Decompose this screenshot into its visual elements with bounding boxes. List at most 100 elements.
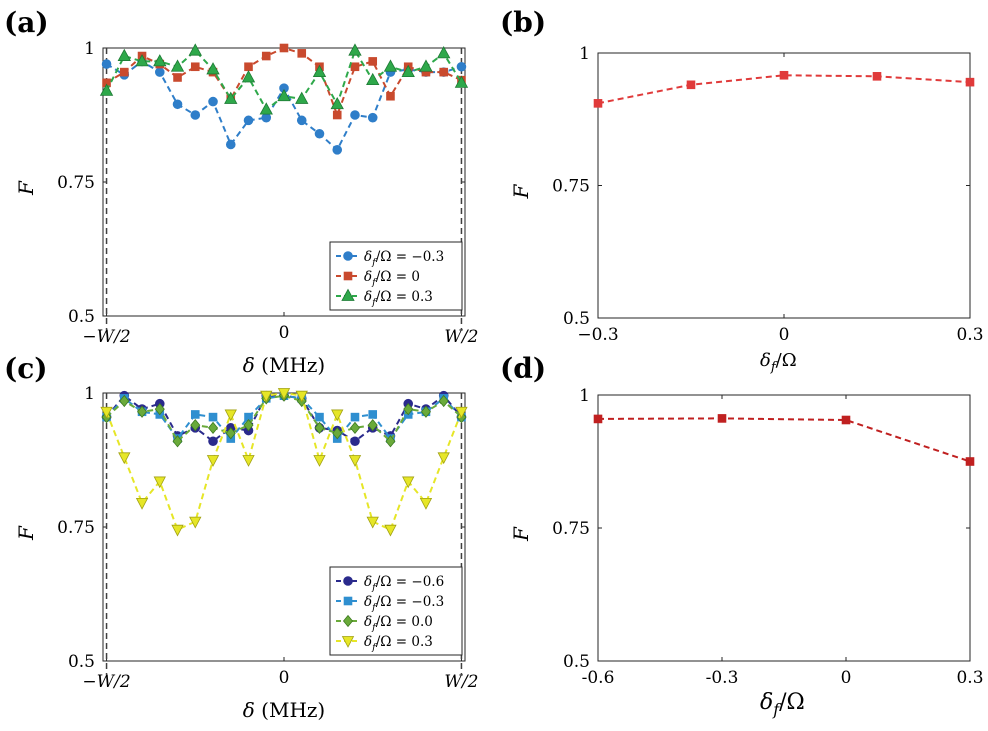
data-point — [190, 110, 201, 120]
data-point — [350, 62, 360, 72]
data-point — [277, 88, 291, 102]
data-point — [779, 70, 789, 80]
series-0 — [593, 414, 975, 466]
y-tick-label: 0.5 — [68, 652, 95, 672]
data-point — [403, 402, 414, 416]
panel-b: 0.5 0.75 1 −0.3 0 0.3 (b) Fδf/Ω — [500, 6, 984, 375]
legend-marker — [343, 251, 353, 261]
data-point — [154, 67, 165, 77]
data-point — [312, 64, 327, 78]
data-point — [206, 455, 220, 467]
data-point — [350, 412, 360, 422]
data-point — [208, 96, 218, 107]
data-point — [593, 99, 603, 108]
axes-box — [597, 52, 971, 319]
legend-label: δf/Ω = −0.3 — [364, 594, 444, 613]
data-point — [368, 410, 378, 419]
x-tick-label: 0 — [279, 668, 290, 688]
panel-d: 0.5 0.75 1 -0.6 -0.3 0 0.3 (d) Fδf/Ω — [500, 352, 984, 719]
data-point — [332, 145, 343, 155]
legend: δf/Ω = −0.6δf/Ω = −0.3δf/Ω = 0.0δf/Ω = 0… — [329, 566, 463, 656]
y-tick-label: 1 — [579, 386, 590, 406]
data-point — [455, 406, 468, 419]
data-point — [154, 402, 165, 416]
data-point — [454, 75, 469, 88]
legend-marker — [343, 271, 353, 281]
data-point — [350, 436, 360, 447]
series-1 — [102, 43, 466, 120]
data-point — [419, 59, 433, 72]
data-point — [314, 128, 325, 139]
x-tick-label: 0 — [841, 668, 852, 688]
data-point — [190, 419, 201, 432]
data-point — [314, 421, 325, 434]
data-point — [332, 110, 342, 120]
x-tick-label: −0.3 — [577, 325, 618, 345]
x-tick-label: −W/2 — [82, 327, 130, 347]
data-point — [225, 139, 236, 150]
data-point — [208, 421, 219, 434]
x-axis-label: δf/Ω — [760, 690, 805, 719]
data-point — [841, 415, 851, 425]
series-line — [597, 74, 971, 105]
legend-entry: δf/Ω = 0.3 — [336, 288, 433, 308]
data-point — [331, 409, 344, 422]
data-point — [367, 419, 378, 432]
data-point — [313, 455, 326, 467]
data-point — [296, 115, 307, 126]
legend-entry: δf/Ω = −0.3 — [336, 249, 444, 268]
panel-label: (a) — [4, 6, 49, 39]
y-tick-label: 1 — [579, 44, 590, 64]
data-point — [190, 62, 200, 72]
legend-entry: δf/Ω = −0.6 — [336, 574, 444, 593]
x-axis-label: δf/Ω — [760, 350, 797, 375]
legend-marker — [341, 636, 355, 648]
legend-label: δf/Ω = 0.3 — [364, 289, 433, 308]
legend-entry: δf/Ω = 0.3 — [336, 634, 433, 653]
series-2 — [99, 43, 469, 115]
data-point — [366, 72, 380, 86]
panel-label: (d) — [500, 352, 546, 385]
data-point — [260, 390, 273, 403]
data-point — [190, 410, 200, 419]
data-point — [402, 476, 415, 489]
data-point — [439, 67, 449, 77]
data-point — [172, 435, 183, 448]
data-point — [295, 91, 309, 104]
panel-c: 0.50.751−W/2 0 W/2(c)Fδ (MHz)δf/Ω = −0.6δf… — [4, 352, 478, 722]
data-point — [384, 524, 397, 537]
legend-marker — [342, 614, 354, 628]
x-tick-label: 0.3 — [956, 325, 983, 345]
x-tick-label: -0.3 — [706, 668, 739, 688]
series-2 — [101, 389, 467, 448]
data-point — [295, 390, 308, 403]
data-point — [386, 91, 395, 101]
data-point — [965, 77, 975, 87]
data-point — [135, 54, 149, 67]
data-point — [261, 112, 272, 123]
data-point — [135, 497, 149, 510]
series-0 — [593, 70, 975, 108]
data-point — [366, 516, 379, 529]
legend-label: δf/Ω = 0 — [364, 269, 420, 288]
legend-label: δf/Ω = 0.0 — [364, 614, 433, 633]
data-point — [118, 452, 131, 465]
data-point — [437, 452, 450, 465]
data-point — [100, 406, 113, 419]
panel-label: (c) — [4, 352, 48, 385]
data-point — [101, 59, 112, 69]
data-point — [224, 409, 237, 422]
data-point — [872, 72, 882, 81]
data-point — [277, 388, 291, 400]
data-point — [189, 516, 202, 529]
data-point — [244, 62, 253, 72]
data-point — [170, 59, 185, 72]
legend-marker — [343, 576, 353, 586]
data-point — [401, 64, 415, 78]
legend-label: δf/Ω = −0.3 — [364, 249, 444, 268]
data-point — [350, 110, 360, 120]
data-point — [349, 421, 360, 434]
legend-entry: δf/Ω = 0 — [336, 269, 420, 288]
data-point — [173, 73, 182, 82]
legend-label: δf/Ω = −0.6 — [364, 574, 444, 593]
